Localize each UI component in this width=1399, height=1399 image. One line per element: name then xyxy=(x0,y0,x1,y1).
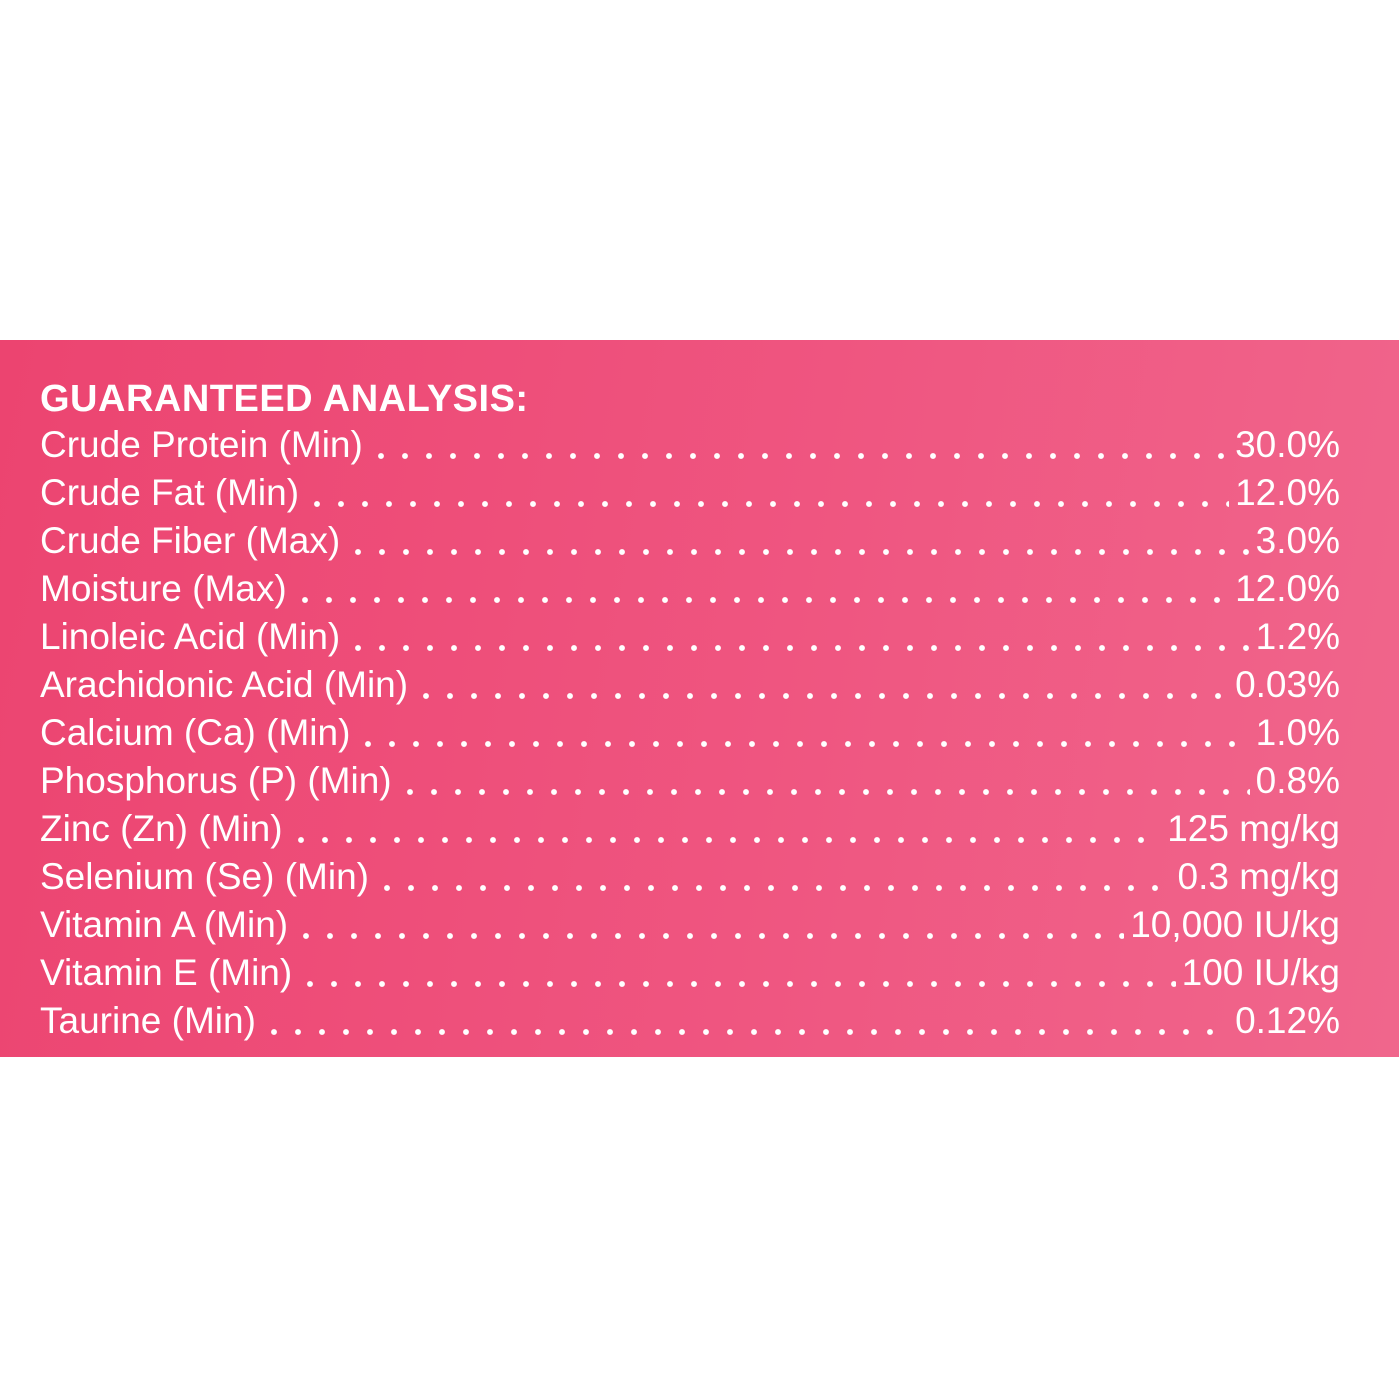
analysis-row: Crude Fiber (Max) 3.0% xyxy=(40,520,1340,568)
analysis-row: Phosphorus (P) (Min) 0.8% xyxy=(40,760,1340,808)
nutrient-value: 12.0% xyxy=(1235,568,1340,609)
analysis-row: Moisture (Max) 12.0% xyxy=(40,568,1340,616)
nutrient-label: Crude Fiber (Max) xyxy=(40,520,341,561)
nutrient-value: 30.0% xyxy=(1235,424,1340,465)
nutrient-label: Moisture (Max) xyxy=(40,568,287,609)
nutrient-value: 125 mg/kg xyxy=(1167,808,1340,849)
dot-leader xyxy=(305,500,1230,508)
analysis-row: Crude Fat (Min) 12.0% xyxy=(40,472,1340,520)
nutrient-value: 0.3 mg/kg xyxy=(1177,856,1340,897)
dot-leader xyxy=(294,932,1125,940)
nutrient-value: 100 IU/kg xyxy=(1181,952,1340,993)
analysis-row: Vitamin E (Min) 100 IU/kg xyxy=(40,952,1340,1000)
nutrient-value: 12.0% xyxy=(1235,472,1340,513)
analysis-row: Linoleic Acid (Min) 1.2% xyxy=(40,616,1340,664)
dot-leader xyxy=(374,884,1172,892)
dot-leader xyxy=(288,836,1162,844)
nutrient-value: 10,000 IU/kg xyxy=(1130,904,1340,945)
dot-leader xyxy=(414,692,1230,700)
dot-leader xyxy=(356,740,1250,748)
nutrient-value: 3.0% xyxy=(1255,520,1340,561)
nutrient-value: 0.8% xyxy=(1255,760,1340,801)
panel-title: GUARANTEED ANALYSIS: xyxy=(40,378,529,420)
nutrient-label: Linoleic Acid (Min) xyxy=(40,616,341,657)
dot-leader xyxy=(346,548,1250,556)
dot-leader xyxy=(346,644,1250,652)
nutrient-value: 0.03% xyxy=(1235,664,1340,705)
nutrient-label: Arachidonic Acid (Min) xyxy=(40,664,409,705)
dot-leader xyxy=(397,788,1250,796)
analysis-row: Selenium (Se) (Min) 0.3 mg/kg xyxy=(40,856,1340,904)
nutrient-label: Vitamin E (Min) xyxy=(40,952,293,993)
nutrient-label: Crude Protein (Min) xyxy=(40,424,363,465)
nutrient-label: Calcium (Ca) (Min) xyxy=(40,712,351,753)
nutrient-value: 0.12% xyxy=(1235,1000,1340,1041)
nutrient-label: Selenium (Se) (Min) xyxy=(40,856,369,897)
nutrient-label: Taurine (Min) xyxy=(40,1000,256,1041)
analysis-row: Taurine (Min) 0.12% xyxy=(40,1000,1340,1048)
dot-leader xyxy=(261,1028,1230,1036)
nutrient-label: Vitamin A (Min) xyxy=(40,904,289,945)
nutrient-label: Zinc (Zn) (Min) xyxy=(40,808,283,849)
analysis-row: Zinc (Zn) (Min) 125 mg/kg xyxy=(40,808,1340,856)
analysis-list: Crude Protein (Min) 30.0% Crude Fat (Min) 1… xyxy=(40,424,1340,1048)
nutrient-label: Crude Fat (Min) xyxy=(40,472,300,513)
analysis-row: Arachidonic Acid (Min) 0.03% xyxy=(40,664,1340,712)
nutrient-label: Phosphorus (P) (Min) xyxy=(40,760,392,801)
analysis-row: Vitamin A (Min) 10,000 IU/kg xyxy=(40,904,1340,952)
analysis-row: Crude Protein (Min) 30.0% xyxy=(40,424,1340,472)
dot-leader xyxy=(298,980,1176,988)
analysis-row: Calcium (Ca) (Min) 1.0% xyxy=(40,712,1340,760)
dot-leader xyxy=(292,596,1230,604)
nutrient-value: 1.2% xyxy=(1255,616,1340,657)
nutrient-value: 1.0% xyxy=(1255,712,1340,753)
dot-leader xyxy=(368,452,1230,460)
